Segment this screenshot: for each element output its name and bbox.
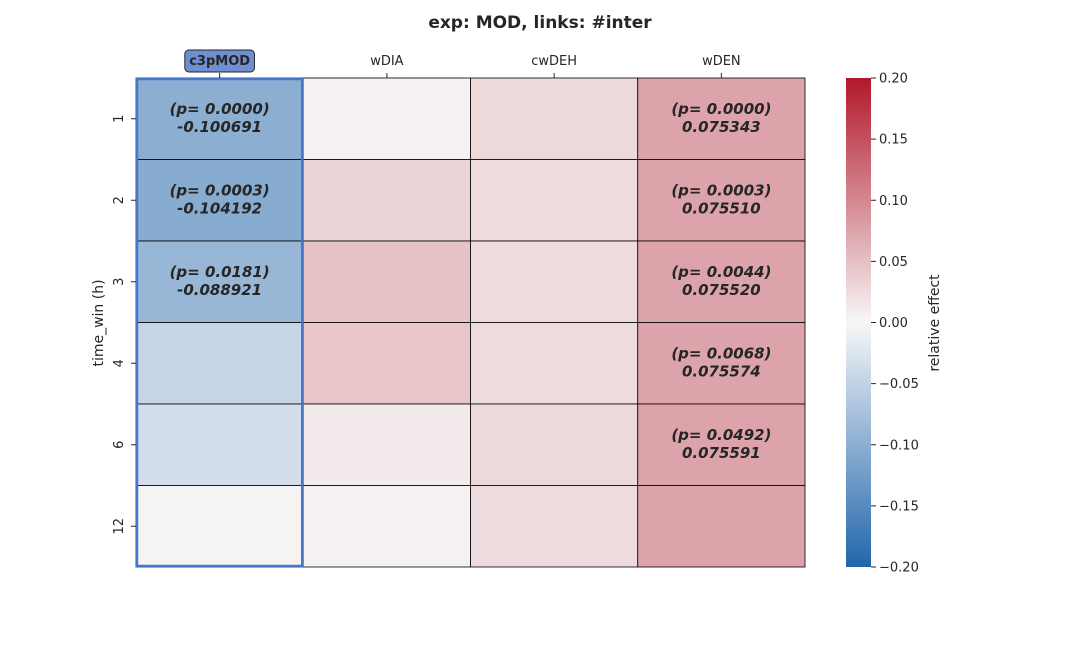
y-tick-label: 4 — [112, 359, 127, 367]
x-tick-label: wDIA — [370, 54, 403, 69]
chart-title: exp: MOD, links: #inter — [428, 13, 652, 33]
heatmap-cell — [637, 77, 806, 160]
y-axis-label: time_win (h) — [91, 279, 107, 366]
cell-annotation: (p= 0.0000) 0.075343 — [671, 100, 771, 136]
heatmap-cell — [135, 77, 304, 160]
colorbar-tick-label: −0.10 — [879, 438, 919, 453]
heatmap-cell — [637, 240, 806, 323]
heatmap-cell — [135, 322, 304, 405]
cell-annotation: (p= 0.0492) 0.075591 — [671, 426, 771, 462]
heatmap-cell — [302, 159, 471, 242]
heatmap-cell — [470, 322, 639, 405]
highlight-outline — [135, 77, 304, 568]
y-tick-label: 12 — [112, 518, 127, 535]
y-tick-label: 1 — [112, 115, 127, 123]
colorbar-tick-label: 0.15 — [879, 133, 908, 148]
y-tick-label: 2 — [112, 196, 127, 204]
colorbar-tick-label: −0.20 — [879, 561, 919, 576]
x-tick-label: wDEN — [702, 54, 741, 69]
heatmap-cell — [470, 77, 639, 160]
cell-annotation: (p= 0.0068) 0.075574 — [671, 344, 771, 380]
heatmap-cell — [302, 322, 471, 405]
colorbar: 0.20 0.15 0.10 0.05 0.00 −0.05 −0.10 −0.15 −0.20 — [846, 72, 919, 576]
heatmap-cell — [302, 485, 471, 568]
heatmap-cell — [135, 159, 304, 242]
heatmap-cell — [302, 240, 471, 323]
y-tick-label: 6 — [112, 441, 127, 449]
highlight-badge — [184, 49, 255, 73]
colorbar-tick-label: −0.15 — [879, 499, 919, 514]
x-tick-label: c3pMOD — [189, 54, 250, 69]
heatmap-cell — [135, 403, 304, 486]
heatmap-cell — [470, 159, 639, 242]
colorbar-tick-label: 0.00 — [879, 316, 908, 331]
colorbar-tick-label: 0.05 — [879, 255, 908, 270]
y-tick-label: 3 — [112, 278, 127, 286]
heatmap-cell — [470, 403, 639, 486]
heatmap-cells: (p= 0.0000) -0.100691 (p= 0.0000) 0.075343 (… — [135, 77, 806, 568]
heatmap-cell — [135, 240, 304, 323]
cell-annotation: (p= 0.0000) -0.100691 — [170, 100, 270, 136]
colorbar-tick-label: −0.05 — [879, 377, 919, 392]
cell-annotation: (p= 0.0003) -0.104192 — [170, 181, 270, 217]
heatmap-cell — [470, 240, 639, 323]
x-tick-label: cwDEH — [531, 54, 577, 69]
heatmap-cell — [135, 485, 304, 568]
heatmap-cell — [302, 403, 471, 486]
heatmap-cell — [637, 485, 806, 568]
colorbar-tick-label: 0.10 — [879, 194, 908, 209]
heatmap-cell — [470, 485, 639, 568]
colorbar-gradient — [846, 78, 871, 567]
heatmap-cell — [302, 77, 471, 160]
column-labels: c3pMOD wDIA cwDEH wDEN — [184, 49, 741, 78]
heatmap-cell — [637, 403, 806, 486]
cell-annotation: (p= 0.0003) 0.075510 — [671, 181, 771, 217]
colorbar-tick-label: 0.20 — [879, 72, 908, 87]
colorbar-label: relative effect — [927, 274, 943, 372]
heatmap-cell — [637, 159, 806, 242]
cell-annotation: (p= 0.0044) 0.075520 — [671, 263, 771, 299]
cell-annotation: (p= 0.0181) -0.088921 — [170, 263, 270, 299]
